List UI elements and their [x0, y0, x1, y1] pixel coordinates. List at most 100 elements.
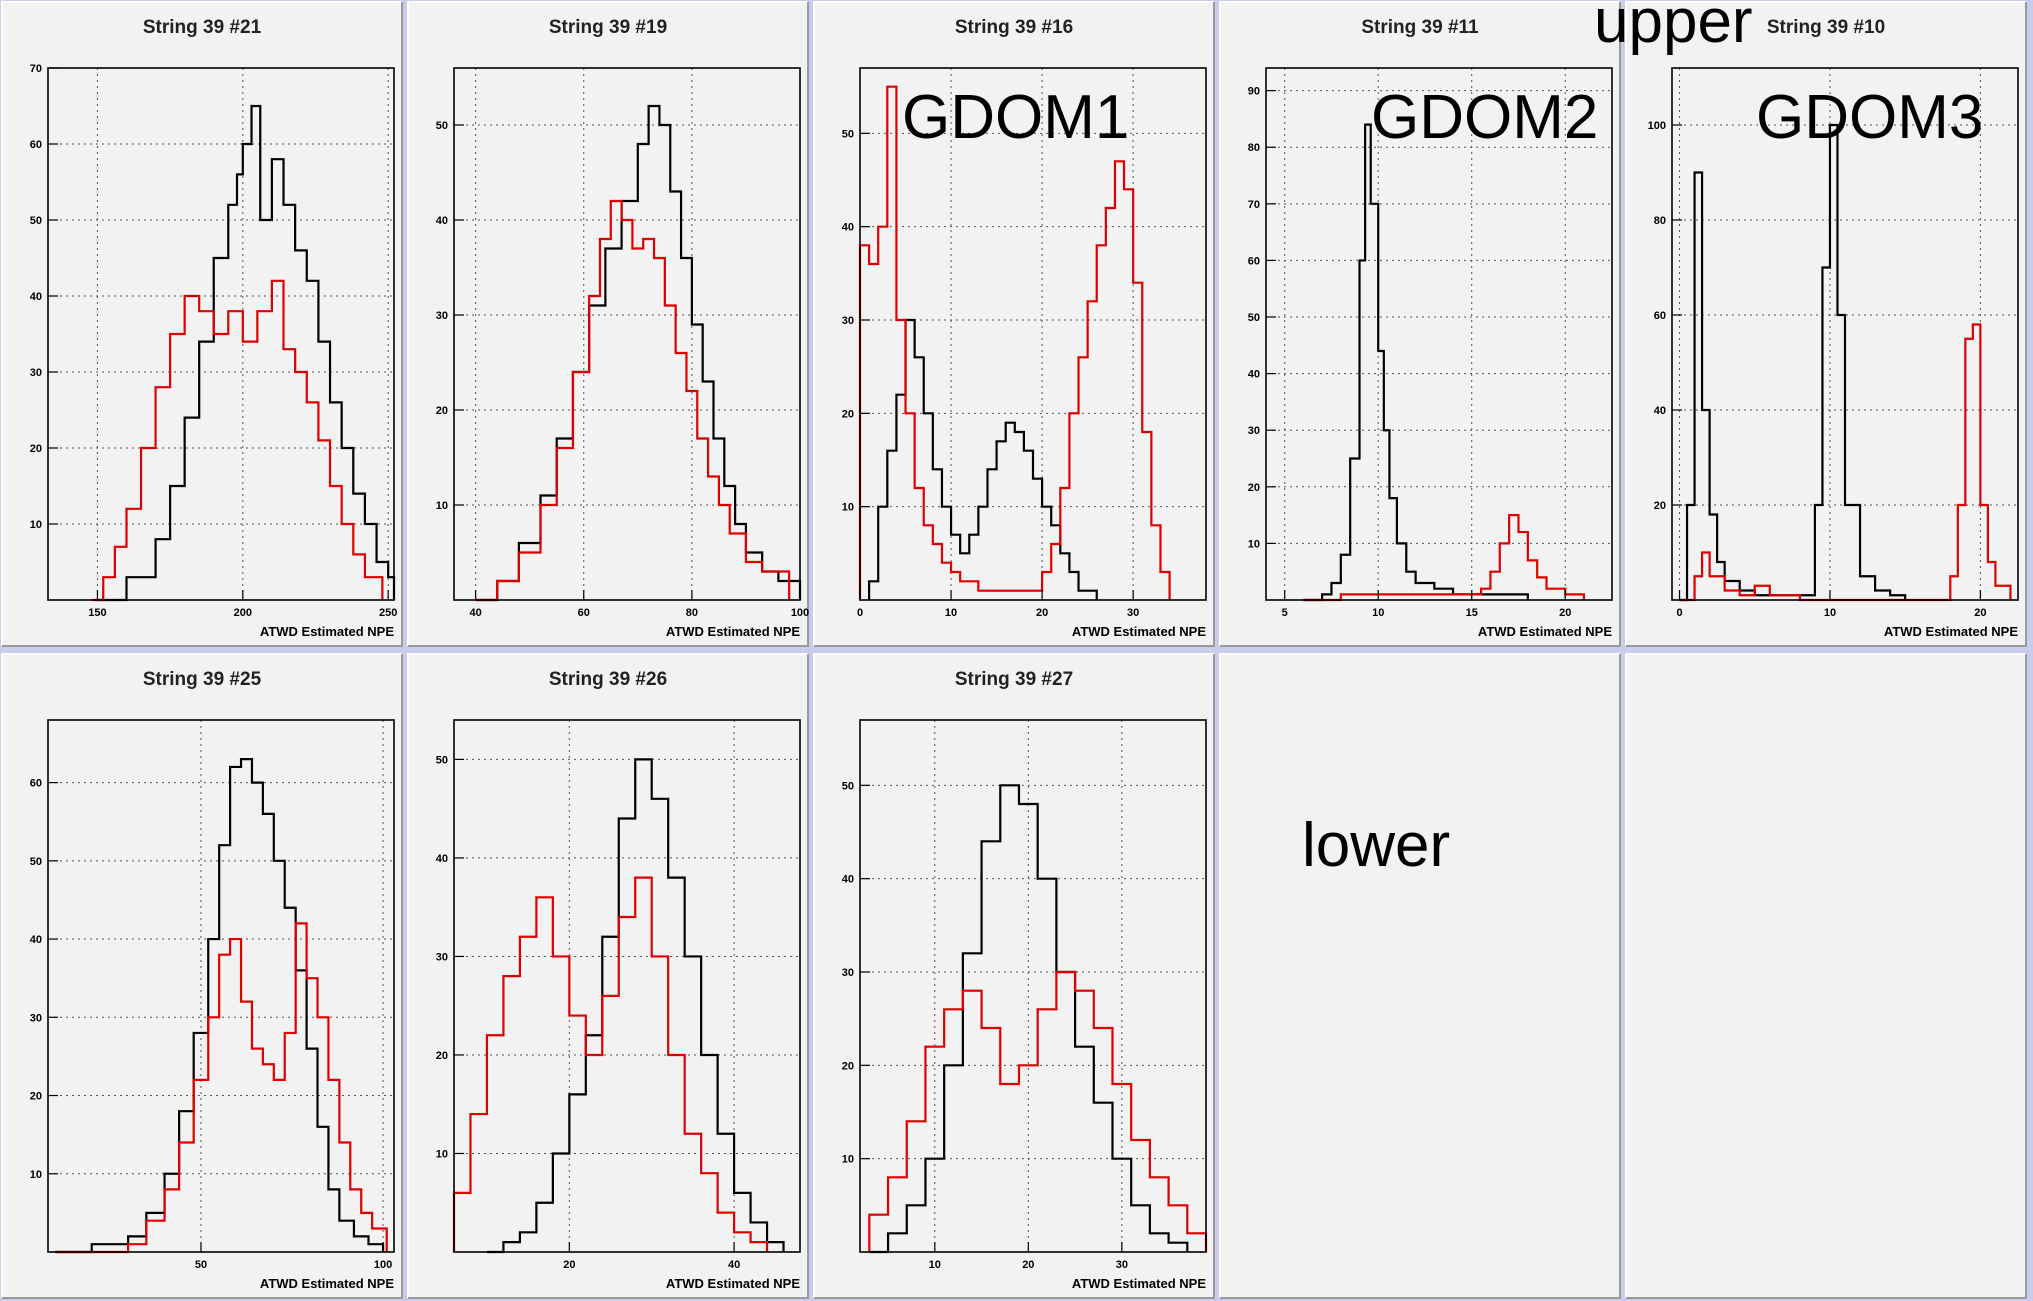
panel-title: String 39 #25 [143, 669, 262, 690]
histogram-panel: String 39 #11 5 10 15 20 10 20 30 40 50 60 70 80 90 AT… [1248, 17, 1613, 639]
y-tick-label: 50 [436, 120, 448, 132]
y-tick-label: 50 [436, 754, 448, 766]
canvas-pad [813, 653, 1215, 1299]
series-black-line [1303, 123, 1529, 602]
plot-frame [47, 67, 395, 601]
y-tick-label: 20 [30, 443, 42, 455]
series-black-line [869, 784, 1189, 1254]
x-axis-title: ATWD Estimated NPE [1884, 624, 2018, 639]
y-tick-label: 70 [1248, 199, 1260, 211]
y-tick-label: 30 [436, 310, 448, 322]
y-tick-label: 70 [30, 63, 42, 75]
x-tick-label: 100 [791, 607, 809, 619]
overlay-label-gdom3: GDOM3 [1756, 83, 1983, 152]
y-tick-label: 10 [436, 1148, 448, 1160]
y-tick-label: 30 [436, 951, 448, 963]
y-tick-label: 10 [436, 500, 448, 512]
canvas-pad [1, 1, 403, 647]
x-tick-label: 10 [929, 1259, 941, 1271]
x-tick-label: 200 [234, 607, 252, 619]
y-tick-label: 30 [842, 967, 854, 979]
y-tick-label: 20 [436, 405, 448, 417]
histogram-panel: String 39 #10 0 10 20 20 40 60 80 100 ATWD Estima… [1648, 17, 2019, 639]
x-tick-label: 20 [563, 1259, 575, 1271]
y-tick-label: 10 [842, 502, 854, 514]
x-axis-title: ATWD Estimated NPE [260, 624, 394, 639]
series-red-line [475, 199, 791, 602]
x-axis-title: ATWD Estimated NPE [666, 1276, 800, 1291]
plot-frame [1265, 67, 1613, 601]
x-tick-label: 60 [578, 607, 590, 619]
y-tick-label: 100 [1648, 120, 1666, 132]
x-tick-label: 0 [1676, 607, 1682, 619]
plot-frame [453, 67, 801, 601]
x-tick-label: 250 [379, 607, 397, 619]
y-tick-label: 40 [1654, 405, 1666, 417]
y-tick-label: 30 [30, 367, 42, 379]
panel-title: String 39 #26 [549, 669, 667, 690]
y-tick-label: 80 [1654, 215, 1666, 227]
panel-title: String 39 #21 [143, 17, 262, 38]
y-tick-label: 50 [842, 128, 854, 140]
canvas-pad [813, 1, 1215, 647]
canvas-pad [407, 1, 809, 647]
series-red-line [55, 922, 388, 1254]
y-tick-label: 10 [30, 1169, 42, 1181]
x-tick-label: 10 [945, 607, 957, 619]
overlay-label-gdom2: GDOM2 [1371, 83, 1598, 152]
y-tick-label: 60 [30, 139, 42, 151]
x-axis-title: ATWD Estimated NPE [260, 1276, 394, 1291]
panel-title: String 39 #19 [549, 17, 667, 38]
canvas-pad [1219, 1, 1621, 647]
x-tick-label: 80 [686, 607, 698, 619]
y-tick-label: 90 [1248, 86, 1260, 98]
x-axis-title: ATWD Estimated NPE [1072, 1276, 1206, 1291]
y-tick-label: 60 [30, 778, 42, 790]
y-tick-label: 20 [436, 1050, 448, 1062]
canvas-pad [1219, 653, 1621, 1299]
x-tick-label: 150 [88, 607, 106, 619]
canvas-pad [1625, 1, 2027, 647]
y-tick-label: 10 [842, 1154, 854, 1166]
x-tick-label: 100 [374, 1259, 392, 1271]
histogram-panel: String 39 #19 40 60 80 100 10 20 30 40 50 ATWD Est… [436, 17, 809, 639]
series-red-line [91, 279, 384, 602]
y-tick-label: 20 [1248, 482, 1260, 494]
y-tick-label: 10 [1248, 538, 1260, 550]
series-red-line [452, 876, 769, 1252]
x-axis-title: ATWD Estimated NPE [1072, 624, 1206, 639]
histogram-panel: String 39 #16 0 10 20 30 10 20 30 40 50 ATWD Estim… [842, 17, 1207, 639]
series-black-line [97, 104, 396, 602]
x-tick-label: 50 [195, 1259, 207, 1271]
histogram-panel: String 39 #27 10 20 30 10 20 30 40 50 ATWD Estima… [842, 669, 1208, 1291]
panel-title: String 39 #10 [1767, 17, 1885, 38]
y-tick-label: 50 [30, 856, 42, 868]
y-tick-label: 20 [30, 1091, 42, 1103]
y-tick-label: 50 [30, 215, 42, 227]
plot-frame [1671, 67, 2019, 601]
x-axis-title: ATWD Estimated NPE [666, 624, 800, 639]
overlay-label-upper: upper [1594, 0, 1753, 56]
x-axis-title: ATWD Estimated NPE [1478, 624, 1612, 639]
series-black-line [486, 758, 785, 1254]
histogram-panel: String 39 #26 20 40 10 20 30 40 50 ATWD Estimate… [436, 669, 801, 1291]
y-tick-label: 40 [842, 874, 854, 886]
plot-frame [859, 719, 1207, 1253]
series-red-line [868, 970, 1208, 1252]
y-tick-label: 80 [1248, 142, 1260, 154]
x-tick-label: 10 [1824, 607, 1836, 619]
overlay-label-lower: lower [1302, 811, 1450, 880]
x-tick-label: 40 [470, 607, 482, 619]
histogram-panel: String 39 #21 150 200 250 10 20 30 40 50 60 70 ATWD… [30, 17, 398, 639]
y-tick-label: 60 [1248, 255, 1260, 267]
y-tick-label: 40 [1248, 369, 1260, 381]
y-tick-label: 20 [1654, 500, 1666, 512]
y-tick-label: 20 [842, 408, 854, 420]
y-tick-label: 40 [30, 291, 42, 303]
plot-frame [453, 719, 801, 1253]
x-tick-label: 20 [1559, 607, 1571, 619]
y-tick-label: 30 [30, 1012, 42, 1024]
histogram-panel: String 39 #25 50 100 10 20 30 40 50 60 ATWD Estim… [30, 669, 395, 1291]
y-tick-label: 40 [436, 853, 448, 865]
